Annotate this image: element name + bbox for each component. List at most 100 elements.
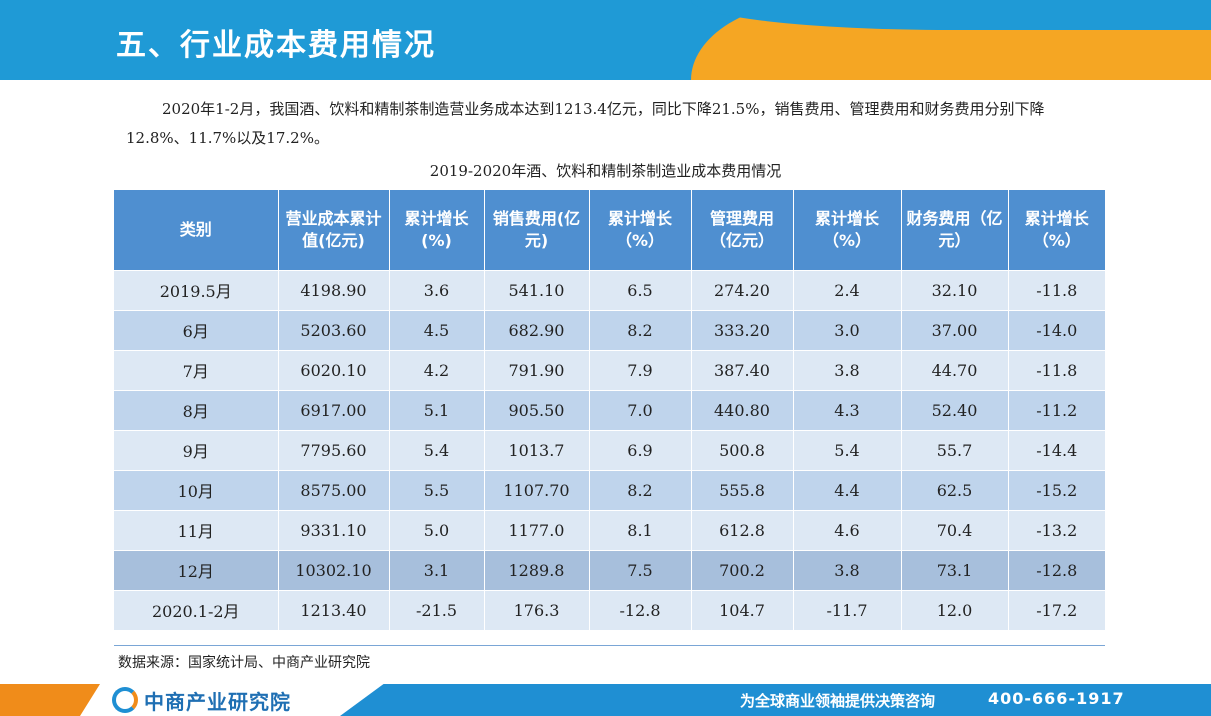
col-header-category: 类别 [114,190,279,270]
header-banner: 五、行业成本费用情况 [0,0,1211,80]
cell-finance-growth: -11.8 [1008,349,1105,390]
cell-cost-growth: 5.0 [389,509,485,550]
cell-cost-growth: 5.5 [389,469,485,510]
cell-admin-growth: 3.8 [793,349,902,390]
cell-category: 8月 [114,389,279,430]
table-row: 12月 10302.10 3.1 1289.8 7.5 700.2 3.8 73… [114,549,1105,590]
cell-admin-expense: 440.80 [691,389,794,430]
brand-logo: 中商产业研究院 [112,687,291,714]
cell-admin-expense: 700.2 [691,549,794,590]
cell-finance-growth: -14.0 [1008,309,1105,350]
cell-operating-cost: 4198.90 [278,269,390,310]
cell-sales-growth: 7.9 [589,349,692,390]
cell-finance-expense: 32.10 [901,269,1009,310]
cell-cost-growth: -21.5 [389,589,485,630]
cell-sales-growth: 8.1 [589,509,692,550]
table-row: 9月 7795.60 5.4 1013.7 6.9 500.8 5.4 55.7… [114,429,1105,470]
cell-finance-growth: -14.4 [1008,429,1105,470]
footer-orange-stripe [0,684,100,716]
cell-admin-growth: 2.4 [793,269,902,310]
cell-finance-growth: -12.8 [1008,549,1105,590]
table-header-row: 类别 营业成本累计值(亿元) 累计增长(%) 销售费用(亿元) 累计增长（%） … [114,190,1105,270]
cell-sales-expense: 791.90 [484,349,590,390]
col-header-cost-growth: 累计增长(%) [389,190,485,270]
cell-operating-cost: 5203.60 [278,309,390,350]
cell-operating-cost: 8575.00 [278,469,390,510]
cell-sales-expense: 682.90 [484,309,590,350]
cell-sales-growth: 6.5 [589,269,692,310]
cell-finance-expense: 12.0 [901,589,1009,630]
cell-cost-growth: 4.5 [389,309,485,350]
cell-finance-expense: 37.00 [901,309,1009,350]
col-header-admin-growth: 累计增长（%） [793,190,902,270]
cost-table: 类别 营业成本累计值(亿元) 累计增长(%) 销售费用(亿元) 累计增长（%） … [114,190,1105,630]
col-header-finance-growth: 累计增长（%） [1008,190,1105,270]
table-caption: 2019-2020年酒、饮料和精制茶制造业成本费用情况 [429,162,782,180]
cell-cost-growth: 3.6 [389,269,485,310]
cell-admin-growth: 3.8 [793,549,902,590]
cell-operating-cost: 10302.10 [278,549,390,590]
cell-admin-growth: -11.7 [793,589,902,630]
footer-phone: 400-666-1917 [988,689,1125,708]
cell-category: 6月 [114,309,279,350]
cell-admin-expense: 333.20 [691,309,794,350]
cell-sales-growth: 8.2 [589,309,692,350]
cell-sales-expense: 1107.70 [484,469,590,510]
cell-admin-growth: 3.0 [793,309,902,350]
cell-sales-growth: -12.8 [589,589,692,630]
cell-admin-growth: 4.6 [793,509,902,550]
cell-sales-growth: 6.9 [589,429,692,470]
cell-finance-expense: 70.4 [901,509,1009,550]
table-row: 6月 5203.60 4.5 682.90 8.2 333.20 3.0 37.… [114,309,1105,350]
cell-category: 12月 [114,549,279,590]
cell-sales-expense: 1013.7 [484,429,590,470]
cell-cost-growth: 5.4 [389,429,485,470]
cell-finance-growth: -11.8 [1008,269,1105,310]
cell-admin-expense: 274.20 [691,269,794,310]
cell-operating-cost: 7795.60 [278,429,390,470]
cell-finance-growth: -15.2 [1008,469,1105,510]
cell-admin-expense: 104.7 [691,589,794,630]
cell-finance-expense: 73.1 [901,549,1009,590]
cell-admin-expense: 612.8 [691,509,794,550]
cell-admin-expense: 500.8 [691,429,794,470]
cell-finance-expense: 52.40 [901,389,1009,430]
data-source: 数据来源：国家统计局、中商产业研究院 [118,655,370,671]
cell-admin-expense: 387.40 [691,349,794,390]
col-header-operating-cost: 营业成本累计值(亿元) [278,190,390,270]
table-row: 7月 6020.10 4.2 791.90 7.9 387.40 3.8 44.… [114,349,1105,390]
cell-admin-growth: 4.3 [793,389,902,430]
cell-category: 9月 [114,429,279,470]
table-row: 10月 8575.00 5.5 1107.70 8.2 555.8 4.4 62… [114,469,1105,510]
cell-sales-growth: 8.2 [589,469,692,510]
intro-paragraph: 2020年1-2月，我国酒、饮料和精制茶制造营业务成本达到1213.4亿元，同比… [126,100,1045,147]
brand-mark-icon [112,687,138,713]
cell-admin-growth: 5.4 [793,429,902,470]
cell-operating-cost: 6917.00 [278,389,390,430]
table-row: 2020.1-2月 1213.40 -21.5 176.3 -12.8 104.… [114,589,1105,630]
cell-sales-expense: 905.50 [484,389,590,430]
table-row: 2019.5月 4198.90 3.6 541.10 6.5 274.20 2.… [114,269,1105,310]
cell-finance-growth: -13.2 [1008,509,1105,550]
cell-category: 10月 [114,469,279,510]
cell-operating-cost: 1213.40 [278,589,390,630]
cell-cost-growth: 4.2 [389,349,485,390]
footer-bar: 中商产业研究院 为全球商业领袖提供决策咨询 400-666-1917 [0,684,1211,716]
cell-category: 11月 [114,509,279,550]
footer-slogan: 为全球商业领袖提供决策咨询 [740,692,936,710]
cell-category: 2019.5月 [114,269,279,310]
col-header-admin-expense: 管理费用（亿元） [691,190,794,270]
cell-sales-expense: 1177.0 [484,509,590,550]
col-header-sales-expense: 销售费用(亿元) [484,190,590,270]
cell-admin-expense: 555.8 [691,469,794,510]
cell-finance-expense: 62.5 [901,469,1009,510]
col-header-finance-expense: 财务费用（亿元） [901,190,1009,270]
cell-sales-expense: 1289.8 [484,549,590,590]
cell-operating-cost: 6020.10 [278,349,390,390]
cell-admin-growth: 4.4 [793,469,902,510]
table-row: 11月 9331.10 5.0 1177.0 8.1 612.8 4.6 70.… [114,509,1105,550]
col-header-sales-growth: 累计增长（%） [589,190,692,270]
brand-logo-text: 中商产业研究院 [144,689,291,714]
cell-sales-growth: 7.5 [589,549,692,590]
source-divider [114,645,1105,646]
